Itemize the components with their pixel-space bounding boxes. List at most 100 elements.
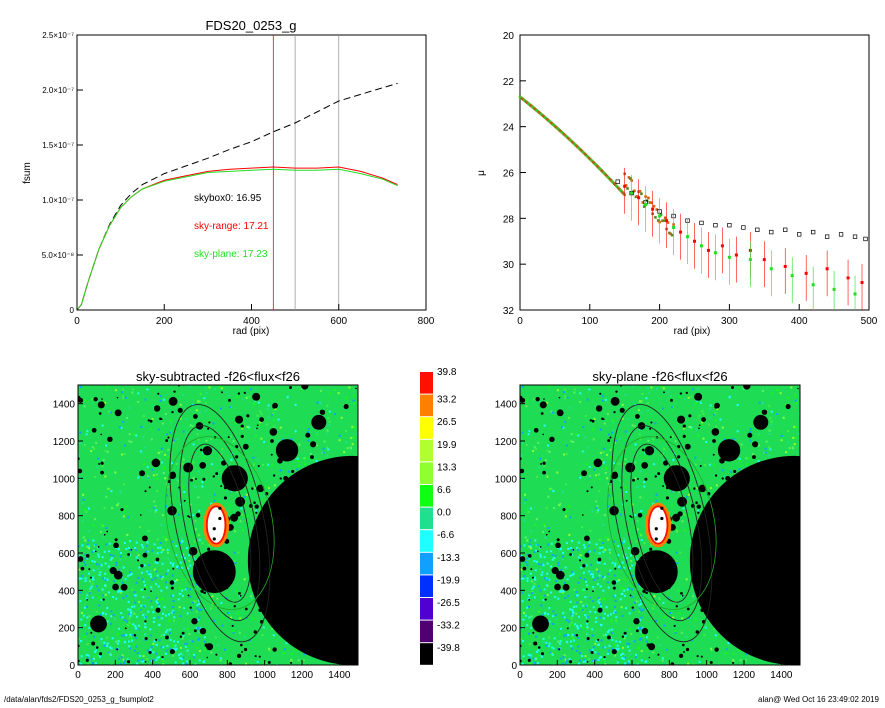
noise-pixel xyxy=(642,634,645,637)
masked-star xyxy=(644,477,648,481)
noise-pixel xyxy=(239,617,242,620)
noise-pixel xyxy=(606,614,609,617)
noise-pixel xyxy=(166,433,169,436)
noise-pixel xyxy=(584,614,587,617)
noise-pixel xyxy=(170,419,173,422)
masked-star xyxy=(597,638,600,641)
masked-star xyxy=(520,556,526,562)
noise-pixel xyxy=(592,428,595,431)
noise-pixel xyxy=(525,443,528,446)
noise-pixel xyxy=(233,551,236,554)
noise-pixel xyxy=(134,626,137,629)
noise-pixel xyxy=(203,640,206,643)
noise-pixel xyxy=(248,426,251,429)
noise-pixel xyxy=(562,426,565,429)
noise-pixel xyxy=(795,426,798,429)
noise-pixel xyxy=(208,544,211,547)
noise-pixel xyxy=(196,532,199,535)
noise-pixel xyxy=(620,587,623,590)
noise-pixel xyxy=(135,627,138,630)
noise-pixel xyxy=(603,576,606,579)
x-tick-label: 1200 xyxy=(291,670,314,681)
noise-pixel xyxy=(87,663,90,665)
noise-pixel xyxy=(545,577,548,580)
noise-pixel xyxy=(102,459,105,462)
masked-star xyxy=(120,583,128,591)
star-mask xyxy=(663,465,690,492)
noise-pixel xyxy=(567,594,570,597)
masked-point xyxy=(218,516,222,521)
noise-pixel xyxy=(533,551,536,554)
noise-pixel xyxy=(171,574,174,577)
noise-pixel xyxy=(588,388,591,391)
noise-pixel xyxy=(604,536,607,539)
noise-pixel xyxy=(124,578,127,581)
noise-pixel xyxy=(653,463,656,466)
noise-pixel xyxy=(189,385,192,388)
noise-pixel xyxy=(353,426,356,429)
masked-star xyxy=(98,652,103,656)
noise-pixel xyxy=(153,552,156,555)
masked-star xyxy=(641,462,649,469)
noise-pixel xyxy=(579,608,582,611)
noise-pixel xyxy=(200,608,203,611)
noise-pixel xyxy=(581,450,584,453)
x-tick-label: 600 xyxy=(182,670,199,681)
masked-star xyxy=(91,427,97,433)
noise-pixel xyxy=(587,550,590,553)
noise-pixel xyxy=(612,595,615,598)
data-point xyxy=(727,255,731,259)
noise-pixel xyxy=(640,637,643,640)
noise-pixel xyxy=(82,614,85,617)
noise-pixel xyxy=(296,468,299,471)
masked-star xyxy=(227,436,230,439)
noise-pixel xyxy=(521,662,524,665)
masked-star xyxy=(181,631,185,635)
noise-pixel xyxy=(156,574,159,577)
noise-pixel xyxy=(581,609,584,612)
y-tick-label: 1200 xyxy=(53,437,76,448)
noise-pixel xyxy=(523,575,526,578)
sky-plane-image xyxy=(519,384,801,666)
masked-star xyxy=(663,391,665,394)
noise-pixel xyxy=(144,613,147,616)
noise-pixel xyxy=(617,478,620,481)
x-tick-label: 1400 xyxy=(328,670,351,681)
noise-pixel xyxy=(709,404,712,407)
noise-pixel xyxy=(652,607,655,610)
masked-star xyxy=(712,453,715,456)
noise-pixel xyxy=(636,663,639,665)
noise-pixel xyxy=(568,505,571,508)
noise-pixel xyxy=(609,613,612,616)
data-point xyxy=(720,244,724,248)
mu-x-ticks: 0 100 200 300 400 500 xyxy=(517,304,878,327)
noise-pixel xyxy=(286,396,289,399)
masked-star xyxy=(270,453,273,456)
noise-pixel xyxy=(577,541,580,544)
noise-pixel xyxy=(631,595,634,598)
noise-pixel xyxy=(100,599,103,602)
noise-pixel xyxy=(667,661,670,664)
noise-pixel xyxy=(258,423,261,426)
noise-pixel xyxy=(85,433,88,436)
noise-pixel xyxy=(322,451,325,454)
noise-pixel xyxy=(571,549,574,552)
noise-pixel xyxy=(599,616,602,619)
masked-star xyxy=(682,643,685,647)
noise-pixel xyxy=(541,571,544,574)
noise-pixel xyxy=(157,585,160,588)
noise-pixel xyxy=(281,475,284,478)
masked-star xyxy=(151,458,161,468)
noise-pixel xyxy=(121,616,124,619)
noise-pixel xyxy=(181,588,184,591)
noise-pixel xyxy=(614,562,617,565)
masked-star xyxy=(752,441,759,448)
masked-star xyxy=(556,538,560,542)
noise-pixel xyxy=(274,408,277,411)
noise-pixel xyxy=(581,589,584,592)
noise-pixel xyxy=(557,564,560,567)
masked-star xyxy=(144,620,147,623)
noise-pixel xyxy=(277,418,280,421)
noise-pixel xyxy=(254,434,257,437)
masked-star xyxy=(243,391,246,394)
